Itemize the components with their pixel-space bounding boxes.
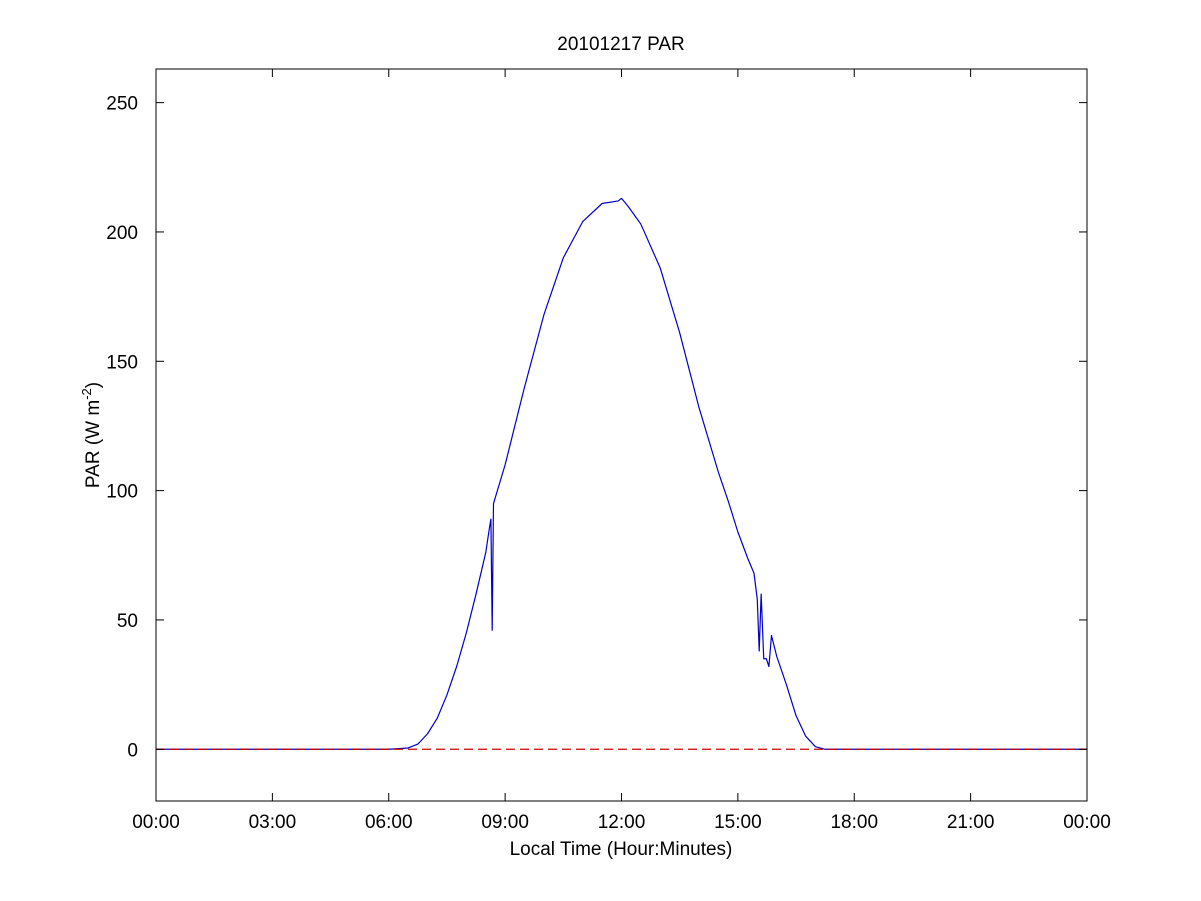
y-tick-label: 0 — [127, 740, 138, 761]
x-tick-label: 09:00 — [481, 812, 529, 833]
y-axis-label-main: PAR (W m — [83, 400, 104, 488]
x-tick-label: 06:00 — [365, 812, 413, 833]
x-tick-label: 00:00 — [1063, 812, 1111, 833]
x-tick-label: 21:00 — [947, 812, 995, 833]
y-tick-label: 50 — [117, 611, 138, 632]
x-tick-label: 12:00 — [598, 812, 646, 833]
chart-title: 20101217 PAR — [557, 34, 684, 55]
x-tick-label: 18:00 — [830, 812, 878, 833]
x-axis-label: Local Time (Hour:Minutes) — [510, 839, 733, 860]
x-tick-label: 00:00 — [132, 812, 180, 833]
y-axis-label-close: ) — [83, 382, 104, 388]
y-tick-label: 200 — [106, 223, 138, 244]
y-tick-label: 250 — [106, 94, 138, 115]
tick-layer: 00:00 03:00 06:00 09:00 12:00 15:00 18:00 21:00… — [106, 69, 1111, 833]
y-axis-label: PAR (W m-2) — [79, 382, 104, 488]
series-line-0 — [156, 197, 1087, 750]
y-axis-label-exponent: -2 — [79, 388, 94, 400]
y-tick-label: 100 — [106, 482, 138, 503]
y-tick-label: 150 — [106, 352, 138, 373]
x-tick-label: 03:00 — [249, 812, 297, 833]
plot-area — [156, 69, 1087, 801]
series-layer — [156, 197, 1087, 750]
x-tick-label: 15:00 — [714, 812, 762, 833]
